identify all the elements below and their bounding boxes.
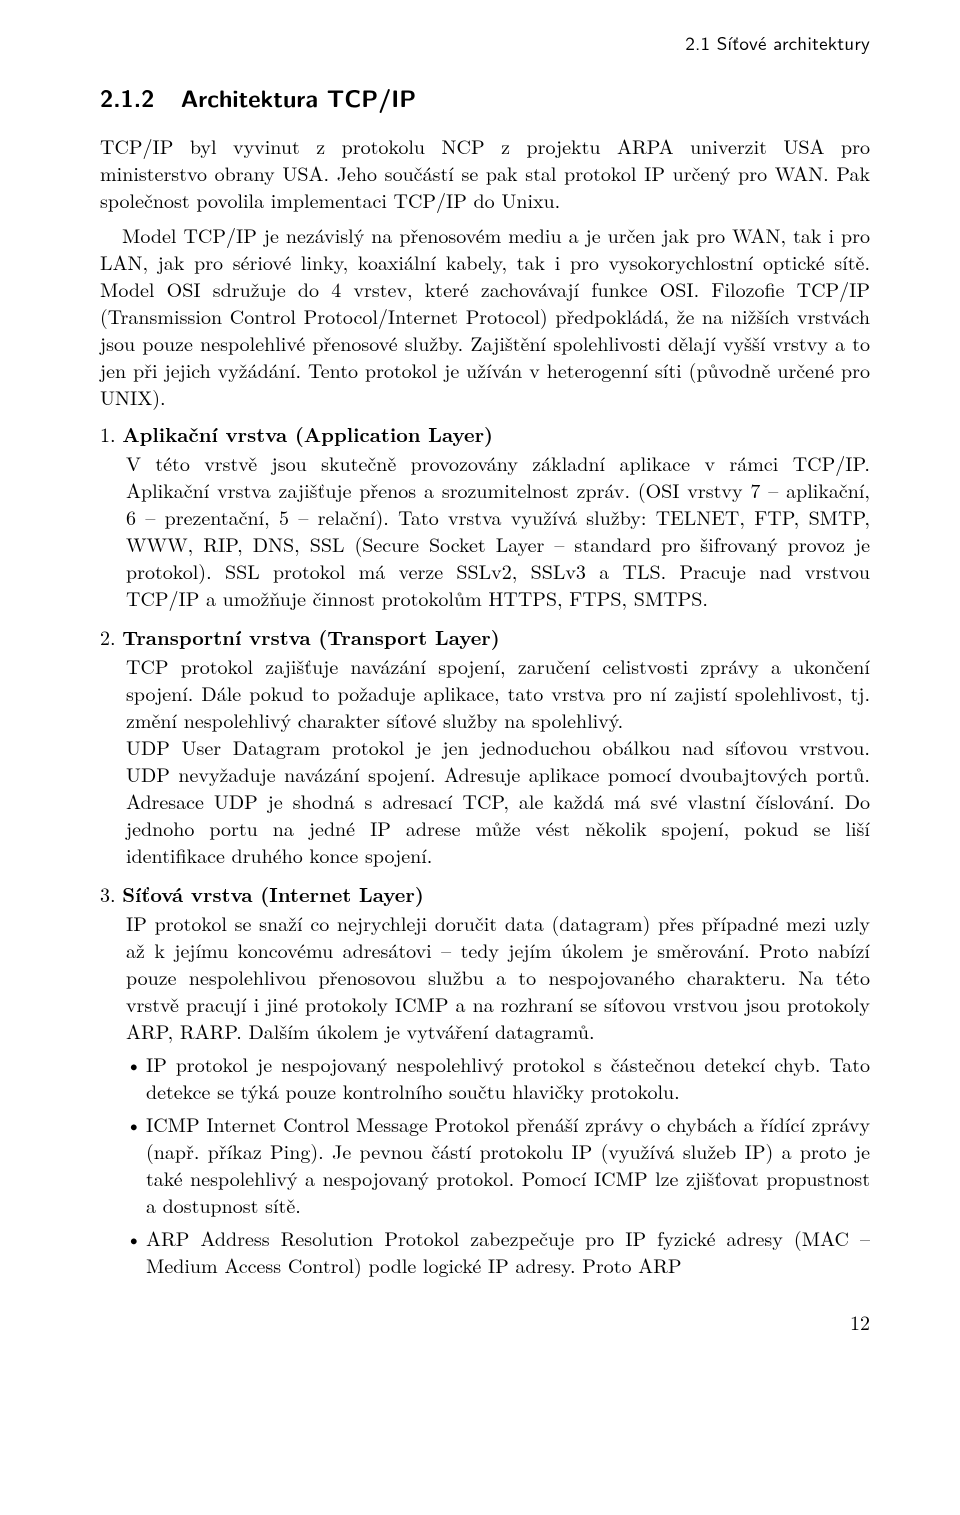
layer-body: IP protokol se snaží co nejrychleji doru… <box>126 909 870 1044</box>
bullet-item: IP protokol je nespojovaný nespolehlivý … <box>126 1050 870 1104</box>
paragraph-1: TCP/IP byl vyvinut z protokolu NCP z pro… <box>100 132 870 213</box>
layer-item-2: 2. Transportní vrstva (Transport Layer) … <box>100 623 870 868</box>
layer-title: Transportní vrstva (Transport Layer) <box>122 622 499 651</box>
layer-number: 1. <box>100 419 116 448</box>
layer-body: TCP protokol zajišťuje navázání spojení,… <box>126 652 870 733</box>
layer-number: 2. <box>100 622 116 651</box>
bullet-item: ICMP Internet Control Message Protokol p… <box>126 1110 870 1218</box>
layer-bullet-list: IP protokol je nespojovaný nespolehlivý … <box>126 1050 870 1278</box>
document-page: 2.1 Síťové architektury 2.1.2 Architektu… <box>0 0 960 1375</box>
layer-heading: 1. Aplikační vrstva (Application Layer) <box>100 420 870 447</box>
layer-body: V této vrstvě jsou skutečně provozovány … <box>126 449 870 611</box>
layer-item-3: 3. Síťová vrstva (Internet Layer) IP pro… <box>100 880 870 1278</box>
page-number: 12 <box>100 1308 870 1335</box>
layer-body-2: UDP User Datagram protokol je jen jednod… <box>126 733 870 868</box>
section-title-text: Architektura TCP/IP <box>181 81 416 115</box>
section-number: 2.1.2 <box>100 81 154 115</box>
bullet-item: ARP Address Resolution Protokol zabezpeč… <box>126 1224 870 1278</box>
paragraph-2: Model TCP/IP je nezávislý na přenosovém … <box>100 221 870 410</box>
layer-number: 3. <box>100 879 116 908</box>
layer-heading: 3. Síťová vrstva (Internet Layer) <box>100 880 870 907</box>
running-header: 2.1 Síťové architektury <box>100 30 870 56</box>
layer-title: Aplikační vrstva (Application Layer) <box>122 419 493 448</box>
section-heading: 2.1.2 Architektura TCP/IP <box>100 82 870 114</box>
layer-heading: 2. Transportní vrstva (Transport Layer) <box>100 623 870 650</box>
layer-item-1: 1. Aplikační vrstva (Application Layer) … <box>100 420 870 611</box>
layer-title: Síťová vrstva (Internet Layer) <box>122 879 424 908</box>
layers-list: 1. Aplikační vrstva (Application Layer) … <box>100 420 870 1278</box>
